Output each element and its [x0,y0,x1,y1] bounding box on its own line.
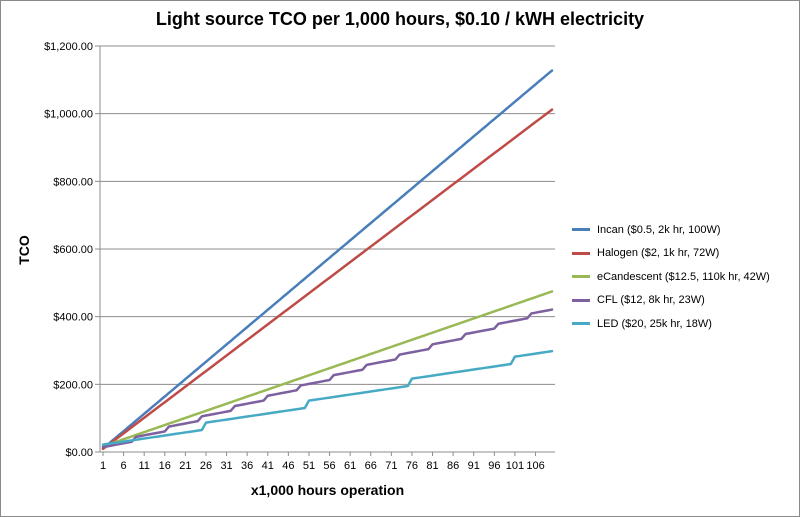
legend-item-cfl: CFL ($12, 8k hr, 23W) [572,289,770,313]
series-line-2 [101,290,554,448]
series-line-1 [101,108,554,451]
legend-swatch [572,322,590,326]
x-tick-label: 6 [121,460,127,472]
x-tick-label: 96 [488,460,500,472]
x-tick-label: 106 [526,460,544,472]
x-tick-label: 21 [179,460,191,472]
x-tick-label: 71 [385,460,397,472]
x-axis-label: x1,000 hours operation [250,482,405,498]
series-line-4 [101,349,554,446]
y-tick-label: $1,200.00 [44,41,93,53]
legend-label: eCandescent ($12.5, 110k hr, 42W) [597,270,770,283]
chart-legend: Incan ($0.5, 2k hr, 100W) Halogen ($2, 1… [572,218,770,336]
x-tick-label: 66 [365,460,377,472]
x-tick-label: 91 [468,460,480,472]
x-tick-label: 81 [426,460,438,472]
legend-swatch [572,275,590,279]
series-line-3 [101,308,554,449]
legend-label: Halogen ($2, 1k hr, 72W) [597,247,720,260]
x-tick-label: 1 [100,460,106,472]
legend-swatch [572,298,590,302]
legend-swatch [572,251,590,255]
y-tick-label: $1,000.00 [44,109,93,121]
legend-label: CFL ($12, 8k hr, 23W) [597,294,705,307]
y-axis-label: TCO [16,235,32,265]
x-tick-label: 46 [282,460,294,472]
y-tick-label: $200.00 [53,379,93,391]
legend-label: LED ($20, 25k hr, 18W) [597,317,712,330]
x-tick-label: 41 [262,460,274,472]
legend-item-ecandescent: eCandescent ($12.5, 110k hr, 42W) [572,265,770,289]
series-line-0 [101,69,554,450]
x-tick-label: 101 [506,460,524,472]
y-tick-label: $0.00 [65,447,93,459]
y-tick-label: $600.00 [53,244,93,256]
legend-item-led: LED ($20, 25k hr, 18W) [572,312,770,336]
x-tick-label: 26 [200,460,212,472]
x-tick-label: 31 [220,460,232,472]
x-tick-label: 16 [159,460,171,472]
legend-item-halogen: Halogen ($2, 1k hr, 72W) [572,242,770,266]
x-tick-label: 76 [406,460,418,472]
y-tick-label: $400.00 [53,312,93,324]
chart-title: Light source TCO per 1,000 hours, $0.10 … [155,9,645,29]
x-tick-label: 56 [323,460,335,472]
y-tick-label: $800.00 [53,176,93,188]
legend-item-incan: Incan ($0.5, 2k hr, 100W) [572,218,770,242]
x-tick-label: 11 [138,460,149,472]
x-tick-label: 86 [447,460,459,472]
legend-label: Incan ($0.5, 2k hr, 100W) [597,223,721,236]
x-tick-label: 61 [344,460,356,472]
x-tick-label: 36 [241,460,253,472]
x-tick-label: 51 [303,460,315,472]
legend-swatch [572,228,590,232]
